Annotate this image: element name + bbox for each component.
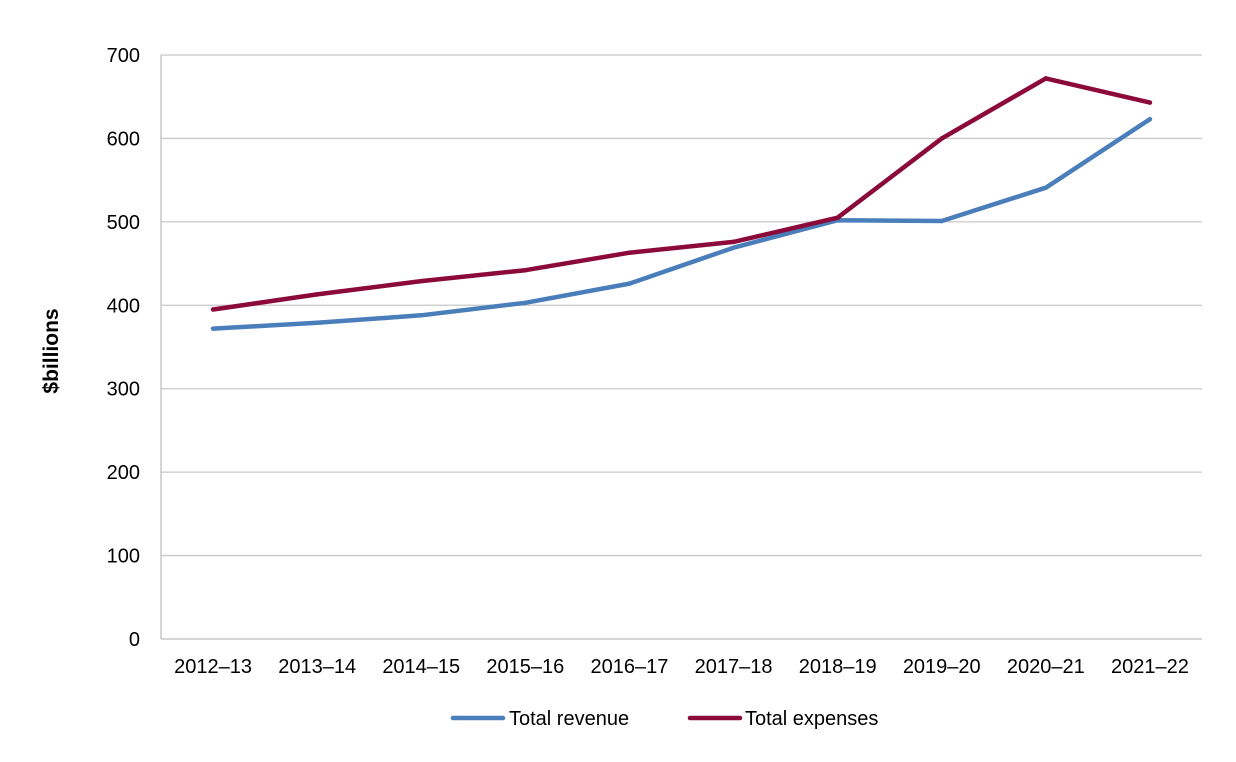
legend: Total revenue Total expenses xyxy=(450,708,878,730)
y-axis-title: $billions xyxy=(40,308,63,393)
x-tick-label: 2020–21 xyxy=(1007,656,1085,678)
legend-label: Total expenses xyxy=(745,708,878,730)
data-point xyxy=(627,281,632,286)
x-tick-label: 2013–14 xyxy=(278,656,356,678)
data-point xyxy=(731,245,736,250)
data-point xyxy=(314,320,320,326)
legend-label: Total revenue xyxy=(509,708,629,730)
data-point xyxy=(939,136,944,141)
y-tick-label: 400 xyxy=(107,295,140,317)
data-point xyxy=(1043,185,1049,190)
y-tick-label: 700 xyxy=(107,45,140,67)
data-point xyxy=(939,218,944,224)
data-point xyxy=(314,292,320,297)
series-lines xyxy=(210,76,1153,331)
series-line-total-expenses xyxy=(210,76,1153,312)
x-tick-label: 2019–20 xyxy=(903,656,981,678)
data-point xyxy=(1043,76,1049,81)
tick-labels: 0 100 200 300 400 500 600 700 2012–13 2013–14 2014… xyxy=(107,45,1189,678)
data-point xyxy=(523,268,528,273)
data-point xyxy=(1147,117,1153,122)
y-tick-label: 100 xyxy=(107,546,140,568)
series-line-total-revenue xyxy=(210,116,1153,331)
y-tick-label: 200 xyxy=(107,462,140,484)
x-tick-label: 2018–19 xyxy=(799,656,877,678)
data-point xyxy=(523,300,528,305)
data-point xyxy=(419,313,424,318)
data-point xyxy=(210,307,216,312)
x-tick-label: 2016–17 xyxy=(591,656,669,678)
y-tick-label: 600 xyxy=(107,128,140,150)
x-tick-label: 2017–18 xyxy=(695,656,773,678)
x-tick-label: 2014–15 xyxy=(382,656,460,678)
data-point xyxy=(627,250,632,255)
x-tick-label: 2015–16 xyxy=(486,656,564,678)
data-point xyxy=(731,239,736,245)
data-point xyxy=(835,215,840,220)
y-tick-label: 300 xyxy=(107,379,140,401)
axes xyxy=(160,55,1202,640)
gridlines xyxy=(161,54,1202,557)
y-tick-label: 0 xyxy=(129,629,140,651)
x-tick-label: 2021–22 xyxy=(1111,656,1189,678)
data-point xyxy=(1147,100,1153,105)
x-tick-label: 2012–13 xyxy=(174,656,252,678)
data-point xyxy=(210,326,216,331)
data-point xyxy=(419,278,424,284)
y-tick-label: 500 xyxy=(107,212,140,234)
